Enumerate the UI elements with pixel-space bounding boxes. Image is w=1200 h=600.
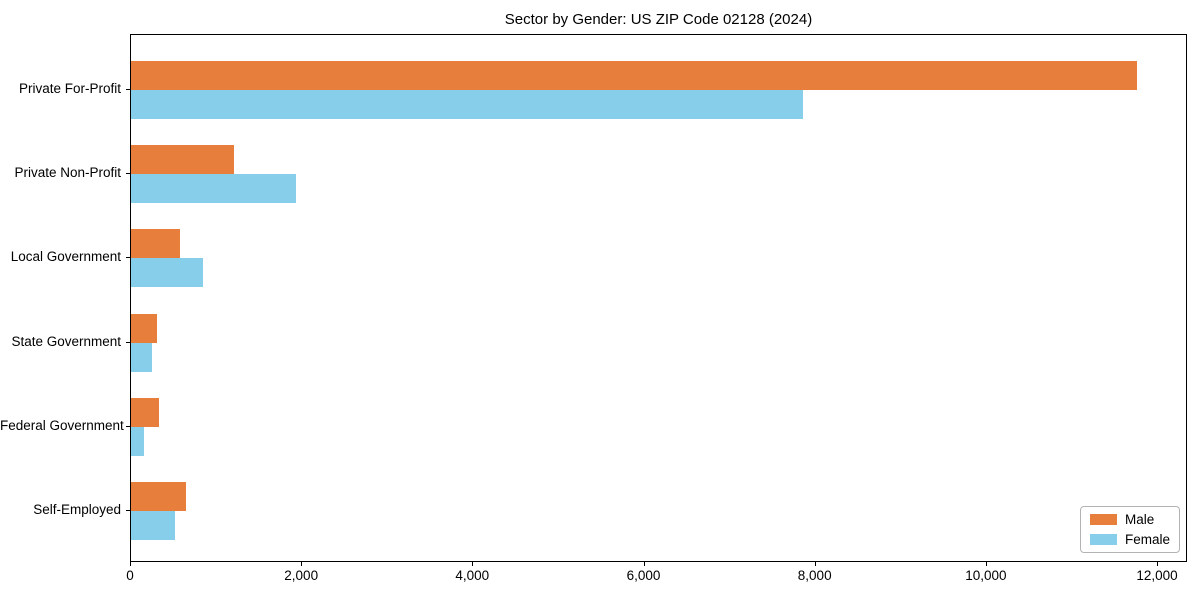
bar-female-5: [131, 511, 175, 540]
y-tick-label: State Government: [11, 333, 121, 349]
x-tick-label: 12,000: [1136, 568, 1178, 583]
plot-area: Male Female: [130, 34, 1187, 562]
bar-male-5: [131, 482, 186, 511]
legend-swatch-male: [1089, 514, 1117, 526]
bar-female-3: [131, 342, 152, 372]
y-tick-label: Local Government: [10, 249, 121, 265]
x-axis-tick: [814, 562, 816, 566]
legend: Male Female: [1079, 506, 1180, 553]
y-axis-tick: [126, 425, 130, 427]
chart-title: Sector by Gender: US ZIP Code 02128 (202…: [504, 11, 813, 28]
x-axis-tick: [1157, 562, 1158, 566]
x-tick-label: 6,000: [626, 568, 661, 583]
y-tick-label: Self-Employed: [33, 502, 121, 517]
x-axis-tick: [130, 562, 131, 566]
bar-male-2: [131, 229, 180, 259]
bar-female-4: [131, 426, 144, 456]
legend-row-female: Female: [1089, 531, 1170, 547]
y-axis-tick: [126, 173, 130, 175]
x-axis-tick: [985, 562, 987, 566]
legend-label: Male: [1124, 512, 1155, 527]
y-axis-tick: [126, 89, 130, 90]
bar-female-0: [131, 90, 803, 119]
legend-row-male: Male: [1089, 512, 1170, 527]
y-axis-tick: [126, 341, 130, 343]
bar-male-4: [131, 397, 159, 427]
y-tick-label: Federal Government: [0, 417, 124, 433]
y-axis-tick: [126, 510, 130, 511]
bar-female-2: [131, 258, 203, 288]
legend-swatch-female: [1089, 533, 1117, 545]
x-axis-tick: [643, 562, 645, 566]
legend-label: Female: [1124, 531, 1170, 547]
y-tick-label: Private For-Profit: [18, 81, 121, 96]
x-tick-label: 0: [126, 568, 134, 583]
x-axis-tick: [472, 562, 474, 566]
x-tick-label: 10,000: [965, 568, 1007, 583]
bar-male-3: [131, 313, 157, 343]
y-axis-tick: [126, 257, 130, 259]
x-tick-label: 4,000: [455, 568, 490, 583]
x-tick-label: 2,000: [284, 568, 319, 583]
x-axis-tick: [301, 562, 303, 566]
bar-female-1: [131, 174, 297, 204]
y-tick-label: Private Non-Profit: [14, 165, 121, 181]
bar-male-0: [131, 61, 1137, 90]
x-tick-label: 8,000: [797, 568, 832, 583]
bar-male-1: [131, 145, 234, 175]
